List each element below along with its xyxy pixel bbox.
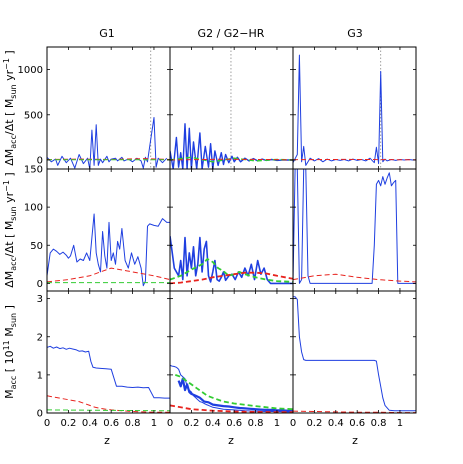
x-tick-label: 0.4 <box>328 418 344 429</box>
x-axis-label-1: z <box>228 434 234 447</box>
x-axis-label-2: z <box>352 434 358 447</box>
y-tick-label: 100 <box>24 203 43 214</box>
panel-frame <box>169 290 294 414</box>
x-tick-label: 0.4 <box>205 418 221 429</box>
column-titles: G1 G2 / G2−HR G3 <box>99 27 363 40</box>
panel-1-0: 0 50 100 150 <box>24 165 171 292</box>
series-red-2 <box>170 271 293 285</box>
panel-plot-area <box>47 213 170 287</box>
panel-frame <box>46 290 171 414</box>
x-tick-label: 0.2 <box>60 418 76 429</box>
x-tick-label: 1 <box>274 418 280 429</box>
panel-frame <box>292 46 417 170</box>
series-green-2 <box>175 374 293 411</box>
col-title-2: G3 <box>347 27 363 40</box>
x-tick-label: 0.6 <box>349 418 365 429</box>
panel-plot-area <box>293 47 416 169</box>
panel-frame <box>46 46 171 170</box>
y-axis-label-0: ΔMacc/Δt [ Msun yr−1 ] <box>2 50 18 165</box>
x-tick-label: 1 <box>151 418 157 429</box>
x-tick-label: 0.2 <box>306 418 322 429</box>
col-title-1: G2 / G2−HR <box>198 27 265 40</box>
x-tick-label: 0.8 <box>248 418 264 429</box>
series-blue-1 <box>177 377 293 412</box>
x-axis-labels: z z z <box>104 434 358 447</box>
y-axis-labels: ΔMacc/Δt [ Msun yr−1 ] ΔMacc/Δt [ Msun yr… <box>2 50 18 399</box>
x-tick-label: 0.6 <box>226 418 242 429</box>
series-blue-0 <box>170 123 293 169</box>
y-tick-label: 500 <box>24 110 43 121</box>
y-axis-label-2: Macc [ 1011 Msun ] <box>2 305 18 399</box>
panel-2-1: 0 0.2 0.4 0.6 0.8 1 <box>167 290 294 429</box>
panel-plot-area <box>47 345 170 413</box>
y-tick-label: 150 <box>24 165 43 176</box>
x-tick-label: 1 <box>397 418 403 429</box>
x-tick-label: 0 <box>44 418 50 429</box>
series-red-1 <box>47 267 170 283</box>
x-tick-label: 0.2 <box>183 418 199 429</box>
series-green-1 <box>170 258 293 283</box>
panel-plot-area <box>170 47 293 169</box>
y-tick-label: 0 <box>37 155 43 166</box>
panel-plot-area <box>170 235 293 285</box>
x-axis-label-0: z <box>104 434 110 447</box>
panel-1-2 <box>292 168 417 292</box>
y-tick-label: 1 <box>37 370 43 381</box>
col-title-0: G1 <box>99 27 115 40</box>
x-tick-label: 0.8 <box>371 418 387 429</box>
x-tick-label: 0 <box>290 418 296 429</box>
x-tick-label: 0.4 <box>82 418 98 429</box>
series-blue-0 <box>293 54 416 166</box>
panel-0-1 <box>169 46 294 170</box>
series-red-1 <box>293 410 416 413</box>
series-red-2 <box>170 158 293 161</box>
panel-frame <box>292 290 417 414</box>
x-tick-label: 0 <box>167 418 173 429</box>
series-blue-0 <box>47 117 168 169</box>
panel-plot-area <box>293 169 416 284</box>
y-tick-label: 50 <box>30 241 43 252</box>
y-tick-label: 1000 <box>18 65 43 76</box>
x-tick-label: 0.8 <box>125 418 141 429</box>
panel-plot-area <box>293 296 416 413</box>
x-tick-label: 0.6 <box>103 418 119 429</box>
y-tick-label: 2 <box>37 332 43 343</box>
series-blue-0 <box>293 296 416 412</box>
series-red-1 <box>293 273 416 283</box>
y-axis-label-1: ΔMacc/Δt [ Msun yr−1 ] <box>2 172 18 287</box>
y-tick-label: 3 <box>37 294 43 305</box>
series-green-2 <box>47 409 170 412</box>
series-red-1 <box>47 395 170 413</box>
panel-0-0: 0 500 1000 <box>18 46 171 170</box>
panel-2-2: 0 0.2 0.4 0.6 0.8 1 <box>290 290 417 429</box>
panel-1-1 <box>169 168 294 292</box>
series-blue-0 <box>47 345 170 399</box>
series-blue-0 <box>170 235 293 285</box>
panel-plot-area <box>170 364 293 413</box>
panel-0-2 <box>292 46 417 170</box>
y-tick-label: 0 <box>37 279 43 290</box>
panel-plot-area <box>47 47 170 169</box>
y-tick-label: 0 <box>37 409 43 420</box>
series-red-3 <box>170 404 293 413</box>
series-blue-0 <box>293 169 416 284</box>
panel-frame <box>169 168 294 292</box>
